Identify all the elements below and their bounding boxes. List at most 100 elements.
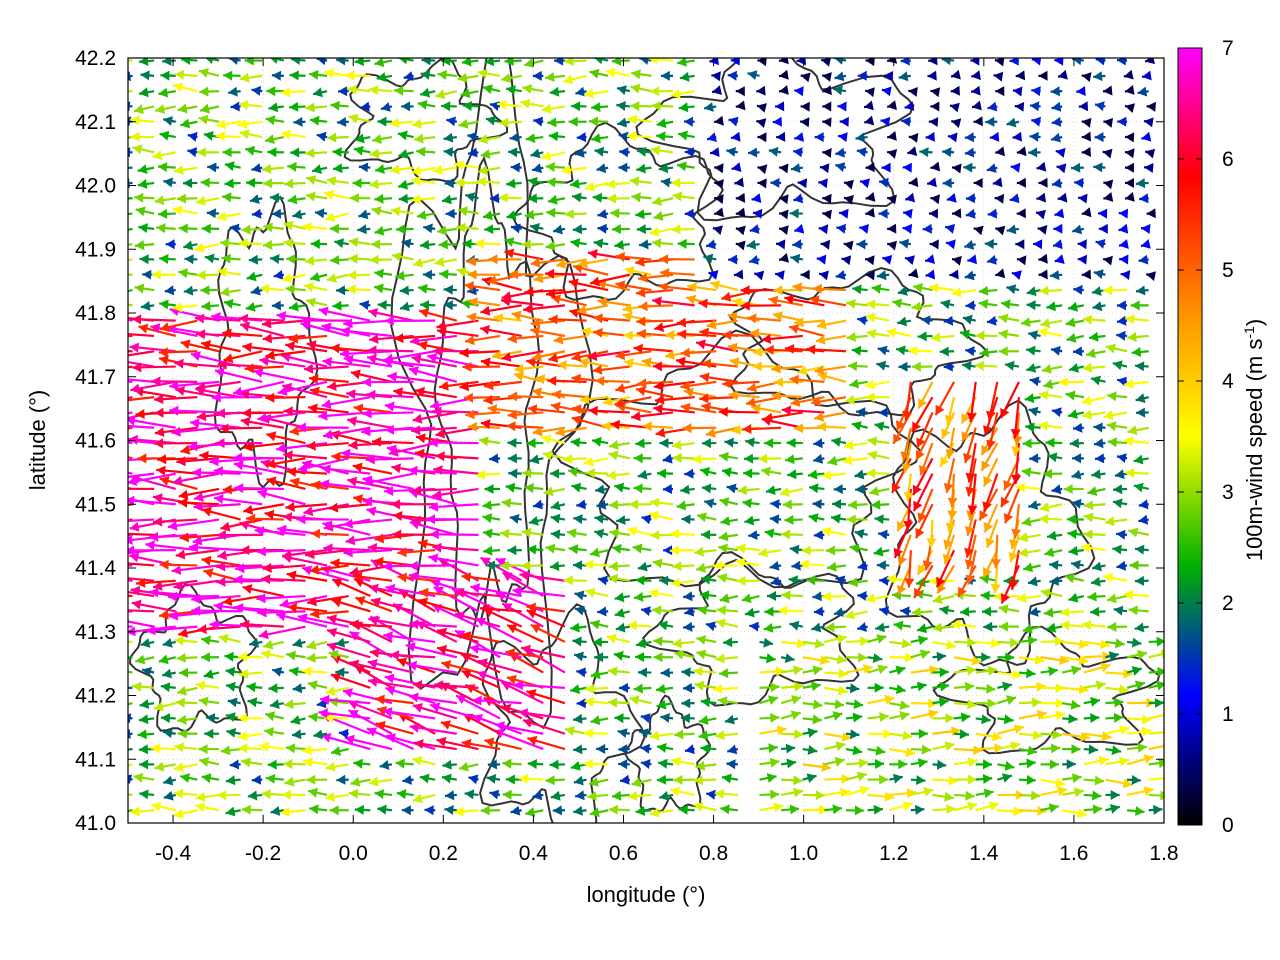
wind-vector-head [423, 223, 433, 234]
wind-vector-head [1103, 572, 1113, 583]
wind-vector-head [319, 479, 330, 490]
wind-vector-head [545, 268, 555, 279]
wind-vector-head [372, 436, 382, 447]
wind-vector-head [767, 695, 778, 705]
wind-vector-head [879, 575, 889, 586]
wind-vector-head [581, 327, 592, 337]
wind-vector-head [735, 240, 746, 251]
wind-vector-head [892, 298, 903, 309]
wind-vector-head [111, 329, 120, 339]
wind-vector-head [287, 194, 298, 205]
wind-vector-head [527, 735, 538, 746]
wind-vector-head [978, 285, 989, 296]
wind-vector-head [1036, 681, 1046, 692]
wind-vector-head [849, 543, 860, 554]
colorbar-label-main: 100m-wind speed (m s [1242, 339, 1267, 562]
wind-vector-head [116, 226, 126, 236]
wind-vector-head [827, 455, 838, 466]
wind-vector-head [464, 789, 475, 800]
wind-vector-head [807, 745, 818, 755]
wind-vector-head [382, 707, 393, 717]
wind-vector-head [821, 591, 831, 602]
wind-vector-head [398, 58, 408, 65]
wind-vector-head [197, 624, 207, 635]
wind-vector-head [1060, 607, 1070, 618]
wind-vector-head [1093, 422, 1103, 433]
wind-vector-head [981, 652, 991, 663]
wind-vector-head [321, 322, 332, 333]
wind-vector-head [307, 680, 318, 691]
wind-vector-head [627, 620, 637, 631]
wind-vector-head [614, 482, 625, 493]
wind-vector-head [309, 69, 319, 80]
wind-vector-head [793, 775, 803, 786]
wind-vector-head [239, 72, 250, 83]
wind-vector-head [1072, 453, 1082, 464]
wind-vector-head [853, 699, 864, 710]
wind-vector-head [501, 498, 512, 508]
wind-vector-head [1138, 254, 1149, 265]
wind-vector-head [177, 728, 187, 739]
wind-vector-head [983, 759, 993, 770]
wind-vector-head [961, 431, 971, 442]
wind-vector-head [248, 254, 258, 265]
wind-vector-head [130, 115, 140, 126]
wind-vector-head [422, 269, 432, 280]
wind-vector-head [1141, 131, 1152, 142]
wind-vector-head [730, 58, 740, 66]
wind-vector-head [283, 450, 293, 461]
wind-vector-head [1055, 698, 1065, 709]
wind-vector-head [684, 387, 694, 398]
wind-vector-head [849, 378, 860, 389]
wind-vector-head [458, 119, 469, 129]
wind-vector-head [327, 381, 337, 391]
wind-vector-head [618, 162, 628, 173]
wind-vector-head [585, 588, 596, 598]
wind-vector-head [818, 178, 828, 189]
wind-vector-head [622, 311, 633, 322]
wind-vector-head [580, 394, 590, 405]
wind-vector-head [134, 240, 145, 251]
wind-vector-head [773, 802, 783, 813]
wind-vector-head [927, 70, 937, 81]
wind-vector-head [514, 363, 524, 374]
wind-vector-head [814, 412, 824, 422]
wind-vector-head [550, 468, 560, 479]
wind-vector [128, 74, 133, 78]
wind-vector-head [250, 285, 261, 296]
wind-vector-head [230, 101, 240, 112]
wind-vector-head [138, 223, 148, 233]
wind-vector-head [865, 87, 875, 98]
wind-vector-head [396, 224, 406, 235]
wind-vector-head [1094, 132, 1104, 143]
wind-vector-head [659, 575, 669, 586]
wind-vector-head [1051, 116, 1062, 127]
wind-vector-head [156, 223, 166, 234]
wind-vector-head [832, 804, 842, 815]
wind-vector-head [638, 272, 648, 283]
wind-vector-head [198, 696, 209, 707]
wind-vector-head [991, 731, 1002, 742]
wind-vector-head [639, 239, 649, 250]
wind-vector-head [386, 733, 396, 743]
wind-vector-head [130, 585, 141, 596]
wind-vector-head [1124, 85, 1135, 95]
wind-vector-head [684, 468, 694, 479]
wind-vector-head [974, 360, 984, 371]
wind-vector-head [1163, 773, 1164, 777]
wind-vector-head [574, 590, 585, 601]
wind-vector-head [1049, 270, 1060, 281]
wind-vector-head [864, 115, 875, 126]
wind-vector-head [350, 369, 361, 380]
wind-vector-head [878, 529, 888, 540]
wind-vector-head [532, 790, 543, 801]
wind-vector-head [306, 640, 317, 650]
wind-vector-head [239, 389, 250, 400]
wind-vector-head [916, 775, 926, 785]
wind-vector-head [711, 71, 721, 82]
wind-vector-head [366, 727, 378, 737]
wind-vector [128, 640, 133, 644]
wind-vector-head [616, 515, 626, 525]
wind-vector-head [530, 257, 541, 268]
wind-vector-head [435, 428, 446, 439]
